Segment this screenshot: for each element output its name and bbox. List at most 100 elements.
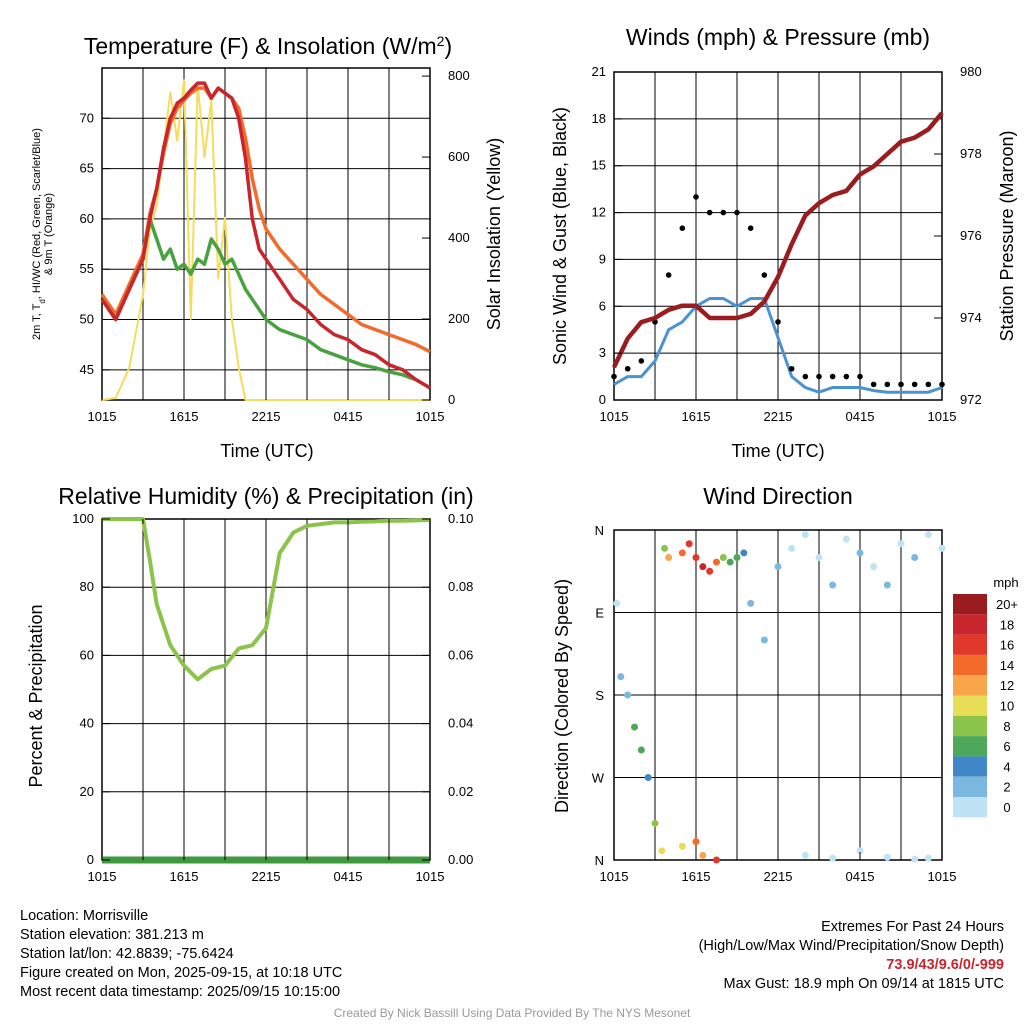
direction-point [911, 554, 919, 561]
direction-point [788, 544, 796, 552]
direction-point [883, 581, 891, 589]
y-tick-label: 60 [80, 647, 94, 662]
y-tick-label-right: 974 [960, 310, 982, 325]
svg-text:2m T, Td, HI/WC (Red, Green, S: 2m T, Td, HI/WC (Red, Green, Scarlet/Blu… [31, 128, 47, 340]
gust-point [747, 225, 754, 231]
gust-point [843, 373, 850, 380]
direction-point [685, 540, 693, 548]
legend-swatch [953, 594, 987, 615]
extremes-title: Extremes For Past 24 Hours [821, 919, 1004, 935]
legend-label: 0 [1003, 800, 1010, 815]
series-line-2 [100, 217, 431, 390]
gust-point [693, 194, 699, 200]
legend-swatch [953, 715, 987, 737]
gust-point [898, 381, 904, 388]
winds-panel: Winds (mph) & Pressure (mb) 1015 1615 2215… [550, 24, 1017, 461]
direction-point [706, 567, 714, 575]
direction-point [924, 854, 932, 862]
y-tick-label-right: 978 [960, 146, 982, 161]
temperature-grid [102, 68, 430, 400]
y-tick-label: 100 [72, 511, 94, 526]
legend-label: 6 [1003, 739, 1010, 754]
extremes-block: Extremes For Past 24 Hours (High/Low/Max… [699, 918, 1004, 994]
direction-point [665, 554, 673, 561]
y-tick-label: N [595, 853, 604, 868]
direction-point [733, 554, 741, 561]
y-tick-label: S [595, 688, 604, 703]
legend-swatch [953, 797, 987, 818]
x-tick-label: 1615 [170, 869, 199, 884]
latlon-line: Station lat/lon: 42.8839; -75.6424 [20, 946, 234, 962]
humidity-line [102, 517, 431, 682]
y-tick-label-right: 972 [960, 392, 982, 407]
direction-point [631, 723, 638, 731]
gust-point [939, 381, 945, 388]
y-tick-label-right: 200 [448, 311, 470, 326]
svg-text:& 9m T (Orange): & 9m T (Orange) [43, 193, 55, 275]
direction-point [637, 746, 645, 754]
legend-label: 2 [1003, 780, 1010, 795]
direction-point [856, 847, 864, 855]
direction-point [678, 842, 686, 850]
y-tick-label: 18 [592, 111, 606, 126]
x-tick-label: 1015 [88, 409, 117, 424]
humidity-series [102, 517, 431, 864]
direction-point [692, 838, 700, 846]
x-tick-label: 1015 [928, 869, 957, 884]
legend-swatch [953, 634, 987, 655]
x-tick-label: 0415 [334, 869, 363, 884]
direction-point [661, 544, 669, 552]
y-tick-label: 80 [80, 579, 94, 594]
x-tick-label: 1615 [682, 409, 711, 424]
x-tick-label: 1015 [600, 409, 629, 424]
x-tick-label: 2215 [764, 869, 793, 884]
y-tick-label-right: 400 [448, 230, 470, 245]
y-tick-label: 50 [80, 312, 94, 327]
x-tick-label: 1615 [170, 409, 199, 424]
legend-label: 16 [1000, 638, 1014, 653]
x-tick-label: 1015 [88, 869, 117, 884]
legend-swatch [953, 675, 987, 696]
direction-point [747, 599, 755, 607]
winds-ticks: 1015 1615 2215 0415 1015 0 3 6 9 12 15 18 21 972 974 97… [592, 64, 982, 424]
gust-point [884, 381, 891, 388]
x-tick-label: 0415 [846, 409, 875, 424]
gust-point [775, 319, 781, 325]
direction-point [651, 819, 659, 827]
legend-swatch [953, 756, 987, 777]
direction-point [692, 554, 700, 561]
x-tick-label: 2215 [764, 409, 793, 424]
winds-grid [614, 72, 942, 400]
y-tick-label-right: 0.02 [448, 784, 473, 799]
temperature-ylabel: 2m T, Td, HI/WC (Red, Green, Scarlet/Blu… [31, 128, 55, 340]
y-tick-label: 20 [80, 784, 94, 799]
pressure-ylabel: Station Pressure (Maroon) [997, 130, 1017, 341]
y-tick-label: N [595, 523, 604, 538]
x-tick-label: 1015 [416, 409, 445, 424]
x-tick-label: 2215 [252, 869, 281, 884]
y-tick-label: 6 [599, 298, 606, 313]
gust-point [665, 272, 672, 278]
temperature-title: Temperature (F) & Insolation (W/m2) [84, 33, 452, 59]
gust-point [611, 373, 617, 380]
extremes-subtitle: (High/Low/Max Wind/Precipitation/Snow De… [698, 938, 1004, 954]
gust-point [911, 381, 918, 388]
direction-point [870, 563, 878, 571]
y-tick-label-right: 600 [448, 149, 470, 164]
direction-point [911, 855, 919, 863]
speed-legend: mph 20+ 18 16 14 12 10 8 6 4 2 0 [953, 575, 1019, 818]
direction-point [801, 531, 809, 539]
direction-point [842, 535, 850, 543]
legend-swatch [953, 736, 987, 757]
direction-point [856, 549, 864, 557]
direction-point [938, 544, 946, 552]
temperature-ticks: 1015 1615 2215 0415 1015 45 50 55 60 65 70 0 200 400 6… [80, 68, 470, 424]
direction-point [719, 554, 727, 561]
direction-point [624, 691, 632, 699]
y-tick-label: 60 [80, 211, 94, 226]
gust-point [624, 365, 631, 372]
direction-point [815, 554, 823, 561]
y-tick-label-right: 0.04 [448, 716, 473, 731]
gust-point [734, 209, 740, 216]
